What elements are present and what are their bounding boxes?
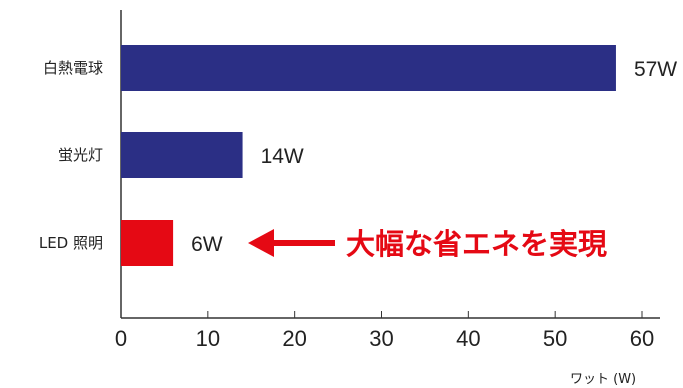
category-label-3: LED 照明 <box>39 234 103 252</box>
x-tick-label-30: 30 <box>369 326 393 351</box>
bars-group <box>121 45 616 266</box>
value-labels: 57W 14W 6W <box>191 58 677 256</box>
category-label-1: 白熱電球 <box>43 59 103 77</box>
x-tick-label-60: 60 <box>630 326 654 351</box>
x-tick-label-0: 0 <box>115 326 127 351</box>
x-axis-label: ワット (W) <box>570 372 636 387</box>
annotation-text: 大幅な省エネを実現 <box>346 227 607 261</box>
x-tick-label-40: 40 <box>456 326 480 351</box>
value-label-1: 57W <box>634 58 677 81</box>
annotation-callout: 大幅な省エネを実現 <box>248 227 607 261</box>
x-tick-label-20: 20 <box>282 326 306 351</box>
x-tick-label-10: 10 <box>196 326 220 351</box>
x-tick-label-50: 50 <box>543 326 567 351</box>
value-label-2: 14W <box>261 145 304 168</box>
category-label-2: 蛍光灯 <box>58 146 103 164</box>
bar-1 <box>121 45 616 91</box>
annotation-arrow-head <box>248 229 274 257</box>
value-label-3: 6W <box>191 233 223 256</box>
bar-3 <box>121 220 174 266</box>
x-axis-ticks: 0 10 20 30 40 50 60 <box>115 311 654 351</box>
bar-2 <box>121 132 243 178</box>
